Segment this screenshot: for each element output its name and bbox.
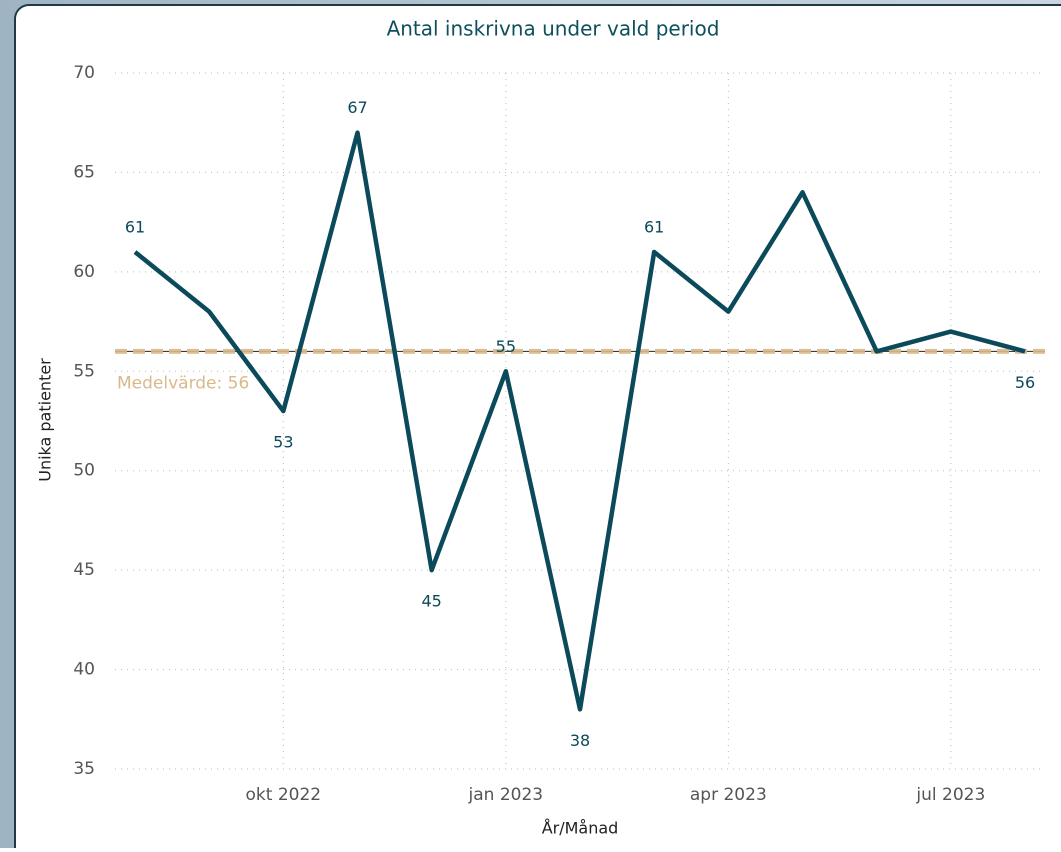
- y-tick-label: 35: [73, 759, 95, 779]
- y-tick-label: 50: [73, 461, 95, 481]
- x-axis-title: År/Månad: [542, 819, 619, 838]
- data-label: 61: [125, 217, 145, 236]
- x-tick-label: jul 2023: [915, 785, 985, 805]
- y-tick-label: 65: [73, 162, 95, 182]
- data-label: 56: [1015, 373, 1035, 392]
- y-tick-label: 40: [73, 660, 95, 680]
- y-tick-label: 60: [73, 262, 95, 282]
- line: [133, 130, 1026, 712]
- data-label: 61: [644, 217, 664, 236]
- y-tick-label: 55: [73, 361, 95, 381]
- x-tick-label: apr 2023: [690, 785, 767, 805]
- x-tick-label: jan 2023: [468, 785, 544, 805]
- data-label: 53: [273, 433, 293, 452]
- data-label: 55: [496, 337, 516, 356]
- x-tick-label: okt 2022: [246, 785, 322, 805]
- data-label: 38: [570, 731, 590, 750]
- reference-line-label: Medelvärde: 56: [117, 373, 249, 393]
- y-tick-label: 45: [73, 560, 95, 580]
- y-axis-title: Unika patienter: [36, 358, 55, 482]
- data-label: 67: [347, 98, 367, 117]
- data-label: 45: [421, 592, 441, 611]
- card: [14, 4, 1061, 852]
- y-tick-label: 70: [73, 63, 95, 83]
- chart-title: Antal inskrivna under vald period: [387, 17, 720, 41]
